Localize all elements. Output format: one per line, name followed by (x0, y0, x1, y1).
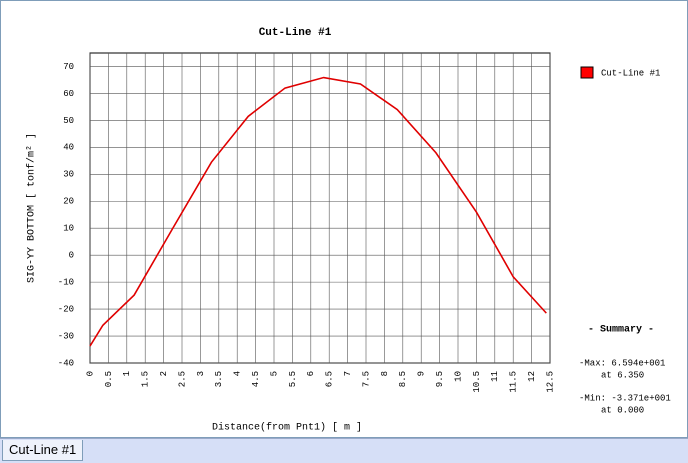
x-tick-label: 10.5 (472, 371, 482, 393)
x-tick-label: 2.5 (177, 371, 187, 387)
x-tick-label: 0.5 (104, 371, 114, 387)
summary-min: -Min: -3.371e+001 (579, 393, 671, 403)
chart-window: Cut-Line #1 SIG-YY BOTTOM [ tonf/m² ] Di… (0, 0, 688, 438)
x-tick-label: 5.5 (288, 371, 298, 387)
x-tick-label: 11 (490, 371, 500, 382)
y-tick-label: 40 (63, 143, 74, 153)
tab[interactable]: Cut-Line #1 (2, 440, 84, 461)
y-tick-label: 50 (63, 116, 74, 126)
y-tick-label: -30 (58, 331, 74, 341)
x-tick-label: 10 (453, 371, 463, 382)
legend-label: Cut-Line #1 (601, 68, 660, 78)
x-tick-label: 9 (417, 371, 427, 376)
x-tick-label: 5 (269, 371, 279, 376)
x-tick-label: 12.5 (545, 371, 555, 393)
chart: Cut-Line #1 SIG-YY BOTTOM [ tonf/m² ] Di… (26, 27, 671, 434)
x-tick-label: 3.5 (214, 371, 224, 387)
x-axis-label: Distance(from Pnt1) [ m ] (212, 422, 362, 434)
plot-area (89, 52, 551, 364)
y-tick-label: 10 (63, 224, 74, 234)
summary-max: -Max: 6.594e+001 (579, 358, 665, 368)
summary-title: - Summary - (588, 325, 654, 336)
x-tick-label: 9.5 (435, 371, 445, 387)
tab-bar: Cut-Line #1 (0, 438, 688, 463)
y-tick-label: -10 (58, 278, 74, 288)
x-tick-label: 8.5 (398, 371, 408, 387)
x-tick-label: 8 (380, 371, 390, 376)
y-tick-label: -40 (58, 358, 74, 368)
x-tick-label: 12 (527, 371, 537, 382)
data-line (89, 76, 547, 347)
summary-max-at: at 6.350 (601, 370, 644, 380)
y-tick-label: 20 (63, 197, 74, 207)
y-tick-label: 60 (63, 89, 74, 99)
y-tick-label: -20 (58, 304, 74, 314)
summary-min-at: at 0.000 (601, 405, 644, 415)
x-tick-label: 1.5 (141, 371, 151, 387)
x-tick-label: 1 (122, 371, 132, 376)
y-tick-label: 30 (63, 170, 74, 180)
x-tick-label: 11.5 (509, 371, 519, 393)
x-tick-label: 0 (85, 371, 95, 376)
x-tick-label: 4 (233, 371, 243, 376)
x-tick-label: 7.5 (361, 371, 371, 387)
x-tick-label: 4.5 (251, 371, 261, 387)
x-tick-label: 6.5 (325, 371, 335, 387)
y-tick-label: 70 (63, 62, 74, 72)
legend-swatch (580, 66, 594, 79)
chart-title: Cut-Line #1 (259, 27, 332, 39)
y-tick-label: 0 (69, 251, 74, 261)
x-tick-label: 3 (196, 371, 206, 376)
x-tick-label: 6 (306, 371, 316, 376)
x-tick-label: 7 (343, 371, 353, 376)
y-axis-label: SIG-YY BOTTOM [ tonf/m² ] (26, 133, 38, 283)
x-tick-label: 2 (159, 371, 169, 376)
